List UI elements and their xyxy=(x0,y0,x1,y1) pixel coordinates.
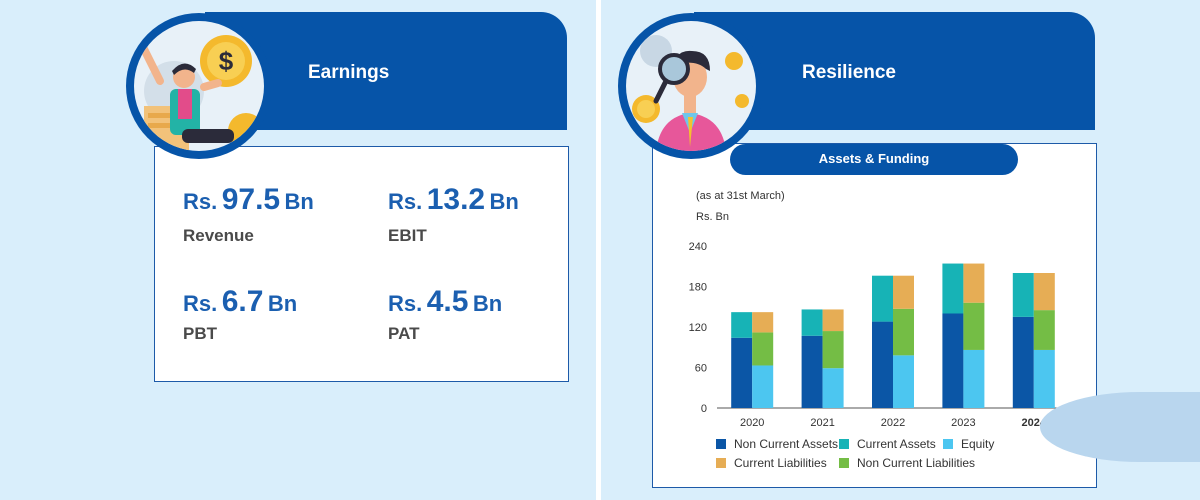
bar-segment-funding xyxy=(1033,273,1055,311)
panel-divider xyxy=(596,0,601,500)
y-axis-unit: Rs. Bn xyxy=(696,211,730,223)
person-with-magnifier-icon xyxy=(626,21,756,151)
x-tick-label: 2021 xyxy=(810,417,834,429)
bar-segment-funding xyxy=(893,355,914,408)
earnings-panel: Earnings Rs. 97.5 Bn Revenue Rs. 13.2 Bn… xyxy=(0,0,596,500)
pat-label: PAT xyxy=(388,324,420,343)
svg-text:$: $ xyxy=(219,46,234,76)
bar-segment-assets xyxy=(1012,273,1034,317)
bar-segment-funding xyxy=(752,365,774,408)
revenue-value: Rs. 97.5 Bn xyxy=(183,183,314,216)
bar-segment-funding xyxy=(822,309,844,332)
chart-title-pill: Assets & Funding xyxy=(730,144,1018,175)
bar-segment-funding xyxy=(822,368,844,408)
bar-segment-assets xyxy=(801,335,823,408)
resilience-title: Resilience xyxy=(802,62,896,83)
bar-segment-assets xyxy=(731,312,753,338)
bar-segment-funding xyxy=(963,302,985,350)
legend-non-current-liabilities: Non Current Liabilities xyxy=(839,456,975,470)
bar-segment-funding xyxy=(963,263,985,303)
x-tick-label: 2020 xyxy=(740,417,764,429)
y-tick-label: 120 xyxy=(689,322,707,334)
bar-segment-assets xyxy=(872,275,893,322)
legend-equity: Equity xyxy=(943,437,994,451)
bar-segment-funding xyxy=(1033,349,1055,408)
legend-current-assets: Current Assets xyxy=(839,437,936,451)
y-tick-label: 240 xyxy=(689,241,707,253)
resilience-illustration xyxy=(618,13,764,159)
bar-segment-funding xyxy=(822,331,844,369)
y-tick-label: 180 xyxy=(689,282,707,294)
bar-segment-assets xyxy=(942,263,964,314)
earnings-title: Earnings xyxy=(308,62,390,83)
bar-segment-assets xyxy=(942,313,964,408)
bar-segment-assets xyxy=(801,309,823,336)
bar-segment-assets xyxy=(731,337,753,408)
decorative-wave xyxy=(1040,392,1200,462)
ebit-value: Rs. 13.2 Bn xyxy=(388,183,519,216)
legend-current-liabilities: Current Liabilities xyxy=(716,456,827,470)
x-tick-label: 2022 xyxy=(881,417,905,429)
bar-segment-funding xyxy=(1033,310,1055,350)
bar-segment-funding xyxy=(752,312,774,333)
earnings-card: Rs. 97.5 Bn Revenue Rs. 13.2 Bn EBIT Rs.… xyxy=(154,146,569,382)
bar-segment-funding xyxy=(963,349,985,408)
chart-note: (as at 31st March) xyxy=(696,190,785,202)
revenue-label: Revenue xyxy=(183,226,254,245)
legend-non-current-assets: Non Current Assets xyxy=(716,437,838,451)
bar-segment-funding xyxy=(752,332,774,366)
bar-segment-funding xyxy=(893,275,914,309)
ebit-label: EBIT xyxy=(388,226,427,245)
y-tick-label: 0 xyxy=(701,403,707,415)
earnings-illustration: $ xyxy=(126,13,272,159)
y-tick-label: 60 xyxy=(695,363,707,375)
bar-segment-funding xyxy=(893,308,914,356)
pbt-value: Rs. 6.7 Bn xyxy=(183,285,298,318)
resilience-panel: Resilience Assets & Funding (as at 31st … xyxy=(601,0,1200,500)
pat-value: Rs. 4.5 Bn xyxy=(388,285,503,318)
bar-segment-assets xyxy=(1012,316,1034,408)
person-with-coins-icon: $ xyxy=(134,21,264,151)
x-tick-label: 2023 xyxy=(951,417,975,429)
pbt-label: PBT xyxy=(183,324,217,343)
bar-segment-assets xyxy=(872,321,893,408)
